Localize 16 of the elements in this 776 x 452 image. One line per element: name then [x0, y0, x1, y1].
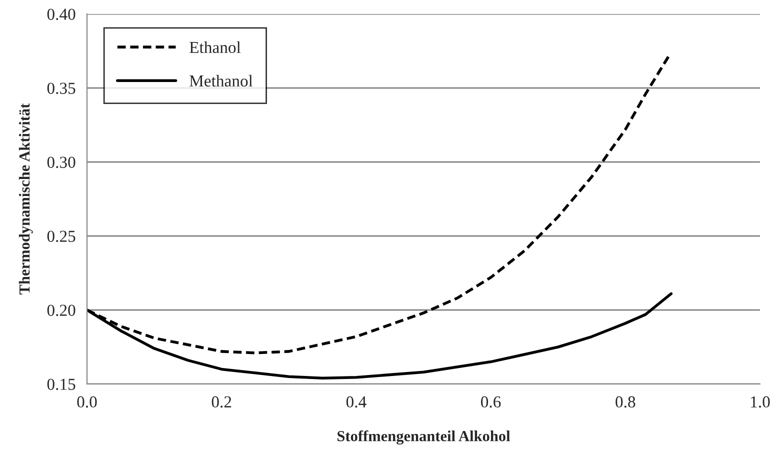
x-tick-label: 0.8 [616, 396, 636, 408]
legend-label: Ethanol [190, 41, 241, 54]
y-axis-title: Thermodynamische Aktivität [18, 103, 33, 294]
x-tick-label: 0.4 [346, 396, 366, 408]
y-tick-label: 0.25 [47, 230, 76, 242]
x-tick-label: 0.0 [77, 396, 97, 408]
x-tick-label: 1.0 [751, 396, 770, 408]
y-tick-label: 0.30 [47, 156, 76, 168]
x-tick-label: 0.2 [212, 396, 232, 408]
x-tick-label: 0.6 [481, 396, 501, 408]
y-tick-label: 0.15 [47, 378, 76, 390]
y-tick-label: 0.20 [47, 304, 76, 316]
y-tick-label: 0.35 [47, 82, 76, 94]
legend-label: Methanol [190, 74, 253, 87]
x-axis-title: Stoffmengenanteil Alkohol [338, 430, 510, 444]
y-tick-label: 0.40 [47, 8, 76, 20]
